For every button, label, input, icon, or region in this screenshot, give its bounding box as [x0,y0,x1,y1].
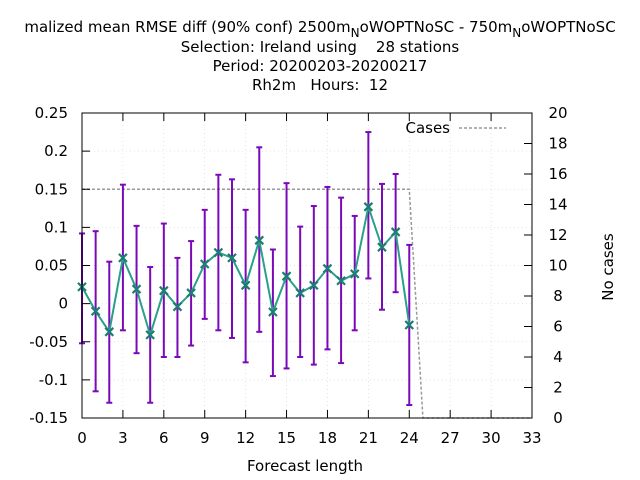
title-subscript-1: N [351,26,360,40]
y2-tick-label-1: 18 [548,135,567,153]
x-tick-label-7: 21 [359,429,378,447]
x-tick-label-3: 9 [200,429,210,447]
point-7 [172,301,183,312]
point-10 [213,247,224,258]
x-tick-label-5: 15 [277,429,296,447]
point-24 [404,320,415,330]
title-line-1: malized mean RMSE diff (90% conf) 2500mN… [24,18,615,40]
x-tick-label-11: 33 [522,429,541,447]
x-tick-label-8: 24 [400,429,419,447]
point-17 [309,280,319,291]
point-1 [90,306,101,317]
point-6 [159,285,169,296]
chart-title: malized mean RMSE diff (90% conf) 2500mN… [24,18,615,94]
y-axis-ticks: 0.25 0.2 0.15 0.1 0.05 0 -0.05 -0.1 -0.15 [29,104,90,427]
x-axis-label: Forecast length [247,457,363,475]
x-tick-label-0: 0 [77,429,87,447]
point-23 [390,227,401,237]
point-8 [186,288,196,298]
y2-tick-label-4: 12 [548,226,567,244]
point-9 [199,259,210,269]
point-19 [336,275,346,286]
y-tick-label-7: -0.1 [39,371,68,389]
y-tick-label-5: 0 [58,295,68,313]
title-line-1-part-1: malized mean RMSE diff (90% conf) 2500m [24,18,350,36]
point-18 [322,263,333,274]
x-tick-label-6: 18 [318,429,337,447]
point-14 [268,307,278,317]
y-tick-label-2: 0.15 [35,180,68,198]
x-tick-label-1: 3 [118,429,128,447]
title-line-2: Selection: Ireland using 28 stations [181,38,460,56]
y-tick-label-6: -0.05 [29,333,68,351]
x-tick-label-10: 30 [482,429,501,447]
x-tick-label-2: 6 [159,429,169,447]
point-2 [104,327,115,337]
point-22 [377,242,387,252]
y2-tick-label-6: 8 [553,287,563,305]
y2-tick-label-0: 20 [548,104,567,122]
legend-label-cases: Cases [405,119,450,137]
point-13 [254,235,265,246]
y-tick-label-8: -0.15 [29,409,68,427]
point-11 [227,253,237,263]
y2-tick-label-3: 14 [548,196,567,214]
y2-tick-label-5: 10 [548,257,567,275]
point-21 [363,202,374,212]
y2-axis-label: No cases [599,233,617,301]
x-tick-label-4: 12 [236,429,255,447]
title-line-1-part-3: oWOPTNoSC [521,18,615,36]
point-16 [295,288,305,298]
y-tick-label-0: 0.25 [35,104,68,122]
y-tick-label-1: 0.2 [44,142,68,160]
title-subscript-2: N [512,26,521,40]
series-markers [77,202,415,340]
x-tick-label-9: 27 [441,429,460,447]
point-12 [240,280,251,291]
title-line-4: Rh2m Hours: 12 [252,76,388,94]
legend: Cases [405,119,506,137]
title-line-3: Period: 20200203-20200217 [213,57,428,75]
y2-tick-label-8: 4 [553,348,563,366]
y2-tick-label-7: 6 [553,318,563,336]
x-axis-ticks: 0 3 6 9 12 15 18 21 24 27 30 33 [77,113,542,447]
y-tick-label-3: 0.1 [44,218,68,236]
title-line-1-part-2: oWOPTNoSC - 750m [360,18,513,36]
point-20 [349,269,360,279]
point-15 [281,271,292,281]
point-4 [131,284,142,294]
y2-tick-label-10: 0 [553,409,563,427]
y-tick-label-4: 0.05 [35,257,68,275]
point-3 [118,253,128,263]
y2-tick-label-9: 2 [553,379,563,397]
y2-tick-label-2: 16 [548,165,567,183]
point-5 [145,330,155,340]
